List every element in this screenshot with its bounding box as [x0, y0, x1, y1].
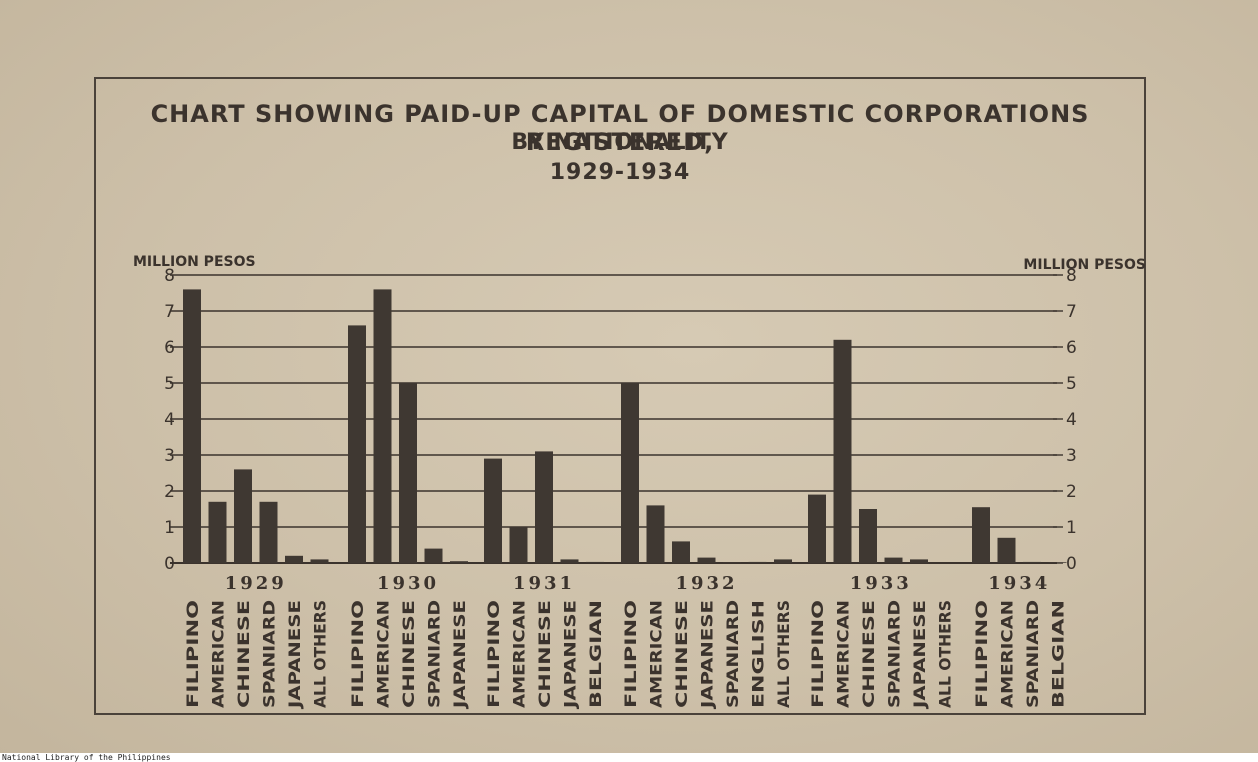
bar [697, 557, 716, 563]
category-label: FILIPINO [183, 600, 202, 708]
year-label: 1932 [675, 573, 737, 594]
category-label: ENGLISH [749, 600, 768, 708]
bar [646, 505, 665, 563]
y-tick-label-left: 5 [164, 374, 175, 394]
category-label: SPANIARD [1023, 600, 1042, 708]
footer-credit: National Library of the Philippines [0, 753, 1258, 762]
chart-title: CHART SHOWING PAID-UP CAPITAL OF DOMESTI… [150, 100, 1090, 156]
y-tick-label-right: 8 [1066, 266, 1077, 286]
category-label: CHINESE [859, 600, 878, 708]
bar [285, 555, 303, 563]
category-label: SPANIARD [723, 600, 742, 708]
category-label: JAPANESE [910, 600, 929, 709]
y-tick-label-right: 3 [1066, 446, 1077, 466]
category-label: AMERICAN [834, 600, 853, 708]
category-label: AMERICAN [998, 600, 1017, 708]
category-label: CHINESE [535, 600, 554, 708]
bar [424, 548, 443, 563]
y-tick-label-left: 8 [164, 266, 175, 286]
year-label: 1930 [377, 573, 439, 594]
category-label: FILIPINO [484, 600, 503, 708]
category-label: CHINESE [234, 600, 253, 708]
bar [774, 559, 792, 563]
category-label: JAPANESE [285, 600, 304, 709]
y-tick-label-left: 1 [164, 518, 175, 538]
chart-subtitle: BY NATIONALITY [511, 130, 729, 155]
bar [723, 562, 741, 563]
y-tick-label-right: 4 [1066, 410, 1077, 430]
bar [484, 458, 502, 563]
chart-frame [94, 77, 1146, 715]
bar [450, 561, 468, 563]
bar [972, 507, 990, 563]
bar [672, 541, 690, 563]
y-axis-label-left: MILLION PESOS [133, 254, 256, 270]
y-tick-label-left: 4 [164, 410, 175, 430]
category-label: AMERICAN [647, 600, 666, 708]
y-tick-label-right: 7 [1066, 302, 1077, 322]
category-label: FILIPINO [621, 600, 640, 708]
category-label: BELGIAN [586, 600, 605, 708]
category-label: CHINESE [672, 600, 691, 708]
year-label: 1934 [988, 573, 1050, 594]
bar [621, 383, 639, 563]
category-label: SPANIARD [260, 600, 279, 708]
category-label: JAPANESE [698, 600, 717, 709]
category-label: AMERICAN [374, 600, 393, 708]
bar [1023, 561, 1041, 563]
bar [535, 451, 553, 563]
y-tick-label-right: 0 [1066, 554, 1077, 574]
category-label: BELGIAN [1049, 600, 1068, 708]
y-tick-label-right: 5 [1066, 374, 1077, 394]
bar [808, 494, 826, 563]
bar [310, 559, 329, 563]
bar [399, 383, 417, 563]
year-label: 1931 [513, 573, 575, 594]
bar [833, 339, 852, 563]
category-label: JAPANESE [561, 600, 580, 709]
category-label: CHINESE [399, 600, 418, 708]
category-label: ALL OTHERS [311, 600, 330, 708]
category-label: FILIPINO [972, 600, 991, 708]
y-tick-label-right: 1 [1066, 518, 1077, 538]
category-label: FILIPINO [808, 600, 827, 708]
bar [234, 469, 252, 563]
category-label: JAPANESE [450, 600, 469, 709]
bar [208, 501, 227, 563]
bar [997, 537, 1016, 563]
bar [859, 509, 877, 563]
category-label: FILIPINO [348, 600, 367, 708]
category-label: AMERICAN [510, 600, 529, 708]
bar [1048, 562, 1067, 563]
category-label: AMERICAN [209, 600, 228, 708]
y-tick-label-left: 6 [164, 338, 175, 358]
bar [348, 325, 366, 563]
bar [373, 289, 392, 563]
y-tick-label-right: 2 [1066, 482, 1077, 502]
bar [586, 561, 604, 563]
bar [259, 501, 278, 563]
category-label: SPANIARD [885, 600, 904, 708]
bar [884, 557, 903, 563]
y-tick-label-left: 0 [164, 554, 175, 574]
chart-period: 1929-1934 [549, 160, 691, 185]
bar [560, 559, 579, 563]
year-label: 1929 [225, 573, 287, 594]
y-tick-label-left: 3 [164, 446, 175, 466]
year-label: 1933 [850, 573, 912, 594]
y-tick-label-left: 7 [164, 302, 175, 322]
bar [509, 527, 528, 563]
y-tick-label-right: 6 [1066, 338, 1077, 358]
y-tick-label-left: 2 [164, 482, 175, 502]
bar [910, 559, 928, 563]
category-label: SPANIARD [425, 600, 444, 708]
y-axis-label-right: MILLION PESOS [1023, 257, 1146, 273]
category-label: ALL OTHERS [936, 600, 955, 708]
category-label: ALL OTHERS [774, 600, 793, 708]
bar [748, 561, 767, 563]
bar [183, 289, 201, 563]
